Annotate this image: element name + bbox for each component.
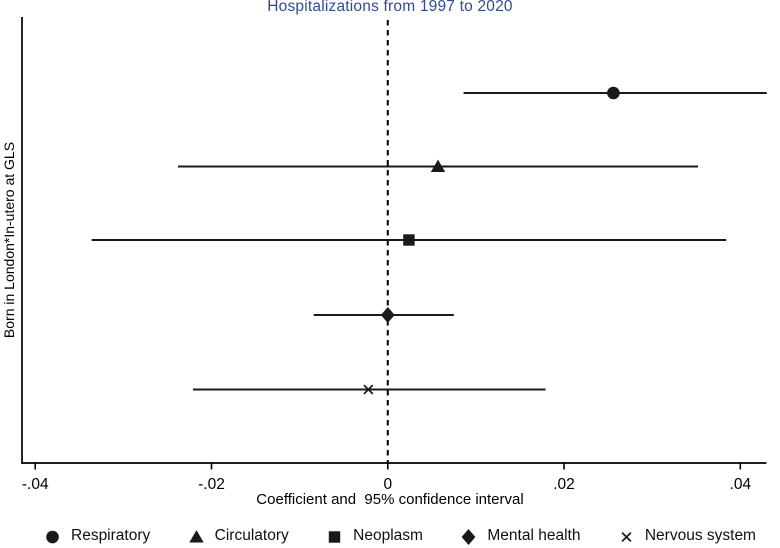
legend: Respiratory Circulatory Neoplasm Mental hea…: [44, 525, 756, 547]
legend-label: Nervous system: [644, 527, 756, 544]
x-axis-title: Coefficient and 95% confidence interval: [256, 491, 524, 508]
legend-item-mental-health: Mental health: [460, 527, 580, 545]
legend-item-respiratory: Respiratory: [44, 527, 150, 545]
legend-label: Neoplasm: [353, 527, 423, 544]
legend-label: Mental health: [487, 527, 581, 544]
marker-diamond: [461, 528, 476, 545]
marker-diamond: [380, 307, 395, 323]
marker-circle: [46, 530, 59, 543]
x-tick-label: .04: [730, 476, 752, 493]
marker-triangle: [188, 529, 204, 542]
marker-circle: [607, 86, 620, 100]
x-tick-label: .02: [553, 476, 575, 493]
legend-item-nervous-system: Nervous system: [618, 527, 756, 545]
legend-square-icon: [326, 528, 343, 545]
legend-diamond-icon: [460, 528, 477, 545]
legend-x-icon: [618, 528, 635, 545]
marker-x: [363, 384, 374, 395]
x-tick-label: -.04: [22, 476, 49, 493]
legend-item-circulatory: Circulatory: [188, 527, 289, 545]
marker-square: [403, 234, 415, 246]
legend-label: Respiratory: [71, 527, 151, 544]
marker-triangle: [430, 159, 446, 172]
marker-x: [621, 531, 632, 542]
x-tick-label: -.02: [198, 476, 225, 493]
chart-title: Hospitalizations from 1997 to 2020: [267, 0, 513, 15]
x-tick-label: 0: [383, 476, 392, 493]
legend-circle-icon: [44, 528, 61, 545]
legend-label: Circulatory: [214, 527, 289, 544]
marker-square: [328, 530, 341, 543]
legend-item-neoplasm: Neoplasm: [326, 527, 423, 545]
legend-triangle-icon: [188, 528, 205, 545]
